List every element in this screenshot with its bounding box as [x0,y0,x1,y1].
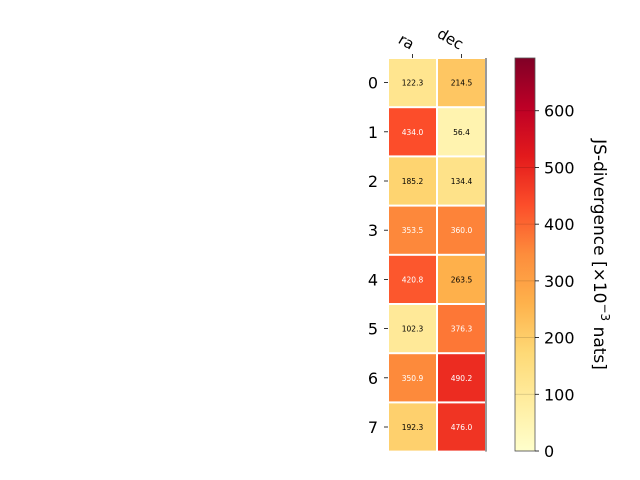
cell-value-label: 434.0 [402,128,424,137]
column-labels: ra dec [395,24,467,58]
cell-value-label: 122.3 [402,79,424,88]
cell-value-label: 376.3 [451,325,473,334]
heatmap-cells: 122.3 214.5 434.0 56.4 185.2 134.4 353.5 360.0 4… [389,59,485,451]
row-label: 7 [368,418,378,437]
cell-value-label: 350.9 [402,374,424,383]
heatmap-cell [438,255,485,303]
heatmap-cell [438,108,485,156]
cell-value-label: 102.3 [402,325,424,334]
row-label: 1 [368,123,378,142]
colorbar-tick-label: 500 [544,158,575,177]
cell-value-label: 134.4 [451,177,473,186]
colorbar-tick-label: 200 [544,329,575,348]
heatmap-cell [389,255,436,303]
heatmap-cell [389,59,436,107]
heatmap-cell [389,108,436,156]
cell-value-label: 214.5 [451,79,473,88]
heatmap-cell [389,403,436,451]
colorbar-tick-label: 100 [544,385,575,404]
colorbar-ticks: 0 100 200 300 400 500 600 [515,102,575,461]
cell-value-label: 353.5 [402,226,424,235]
colorbar-label-main: JS-divergence [×10 [589,138,609,303]
heatmap-cell [438,305,485,353]
row-label: 0 [368,74,378,93]
cell-value-label: 420.8 [402,275,424,284]
colorbar-label-unit: nats] [589,321,609,370]
column-label: ra [395,30,417,53]
heatmap-cell [438,157,485,205]
cell-value-label: 360.0 [451,226,473,235]
row-label: 5 [368,320,378,339]
heatmap-cell [438,206,485,254]
colorbar-tick-label: 600 [544,102,575,121]
cell-value-label: 185.2 [402,177,424,186]
heatmap-cell [438,354,485,402]
cell-value-label: 476.0 [451,423,473,432]
heatmap-cell [438,403,485,451]
heatmap-cell [389,305,436,353]
colorbar-tick-label: 0 [544,442,554,461]
colorbar-label: JS-divergence [×10−3 nats] [589,138,612,370]
heatmap-cell [389,206,436,254]
cell-value-label: 192.3 [402,423,424,432]
row-label: 6 [368,369,378,388]
heatmap-cell [438,59,485,107]
colorbar: 0 100 200 300 400 500 600 [514,57,575,461]
cell-value-label: 263.5 [451,275,473,284]
colorbar-label-exponent: −3 [598,303,612,321]
colorbar-tick-label: 400 [544,215,575,234]
colorbar-gradient [514,57,536,452]
colorbar-tick-label: 300 [544,272,575,291]
heatmap-cell [389,157,436,205]
row-labels: 0 1 2 3 4 5 6 7 [368,74,388,437]
cell-value-label: 56.4 [453,128,470,137]
column-label: dec [434,24,466,53]
cell-value-label: 490.2 [451,374,473,383]
heatmap-cell [389,354,436,402]
row-label: 2 [368,172,378,191]
row-label: 3 [368,221,378,240]
row-label: 4 [368,270,378,289]
